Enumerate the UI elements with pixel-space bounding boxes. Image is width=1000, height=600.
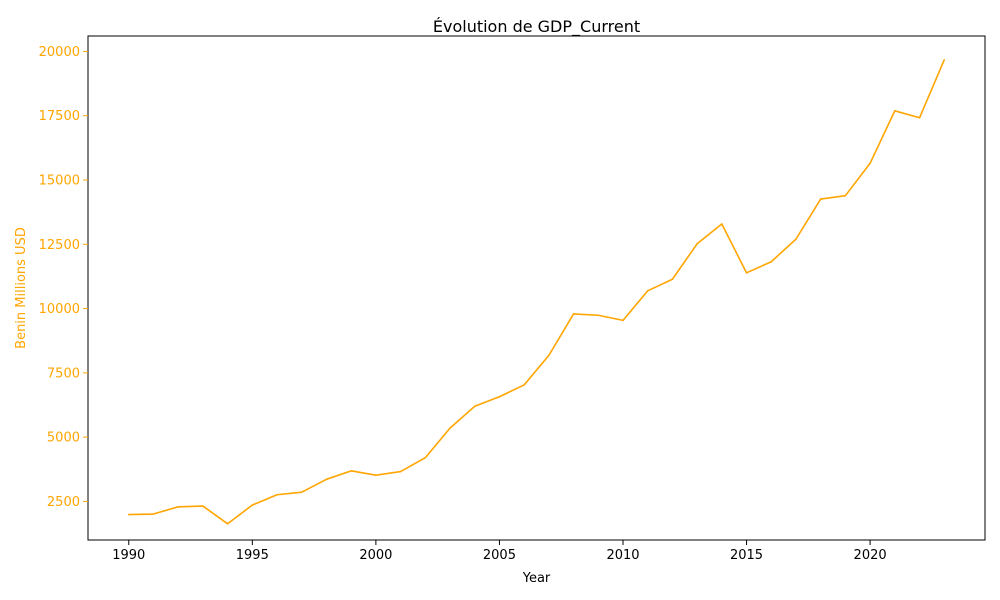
plot-area bbox=[87, 35, 986, 541]
data-point bbox=[375, 474, 377, 477]
x-tick-label: 2020 bbox=[854, 548, 887, 563]
x-tick-label: 2005 bbox=[483, 548, 516, 563]
x-tick-label: 2010 bbox=[606, 548, 639, 563]
data-point bbox=[918, 116, 921, 119]
y-tick-label: 20000 bbox=[39, 45, 80, 60]
x-tick-label: 2000 bbox=[359, 548, 392, 563]
x-axis-label: Year bbox=[522, 571, 551, 586]
y-axis-label: Benin Millions USD bbox=[14, 227, 29, 349]
data-point bbox=[202, 505, 204, 507]
data-point bbox=[523, 384, 525, 386]
y-tick-label: 7500 bbox=[47, 366, 80, 381]
data-point bbox=[894, 110, 896, 112]
data-point bbox=[251, 504, 254, 506]
x-tick-label: 2015 bbox=[730, 548, 763, 563]
y-tick-label: 2500 bbox=[47, 495, 80, 510]
y-tick-label: 17500 bbox=[39, 109, 80, 124]
data-point bbox=[325, 478, 328, 481]
data-point bbox=[770, 260, 773, 263]
data-point bbox=[597, 314, 600, 317]
data-point bbox=[152, 513, 155, 515]
data-point bbox=[473, 405, 476, 408]
x-tick-label: 1990 bbox=[112, 548, 145, 563]
series-layer bbox=[127, 59, 946, 525]
data-point bbox=[350, 470, 352, 472]
y-tick-label: 15000 bbox=[39, 174, 80, 189]
data-point bbox=[721, 223, 723, 225]
y-tick-label: 10000 bbox=[39, 302, 80, 317]
x-axis: 1990 1995 2000 2005 2010 2015 2020 bbox=[112, 540, 887, 563]
data-point bbox=[795, 238, 797, 240]
data-point bbox=[696, 242, 698, 245]
data-point bbox=[844, 194, 847, 197]
data-point bbox=[869, 162, 871, 165]
data-point bbox=[943, 59, 946, 61]
data-point bbox=[548, 354, 550, 357]
y-axis: 2500 5000 7500 10000 12500 15000 17500 20000 bbox=[39, 45, 88, 510]
y-tick-label: 5000 bbox=[47, 431, 80, 446]
data-point bbox=[745, 272, 748, 274]
series-line bbox=[128, 59, 945, 525]
data-point bbox=[300, 491, 303, 493]
data-point bbox=[276, 493, 278, 496]
data-point bbox=[572, 313, 575, 315]
data-point bbox=[424, 456, 427, 459]
data-point bbox=[622, 319, 624, 322]
data-point bbox=[127, 513, 130, 516]
x-tick-label: 1995 bbox=[236, 548, 269, 563]
data-point bbox=[671, 278, 674, 281]
data-point bbox=[226, 523, 229, 525]
data-point bbox=[819, 198, 822, 200]
data-point bbox=[498, 395, 501, 398]
data-point bbox=[399, 470, 402, 473]
data-point bbox=[646, 290, 649, 292]
data-point bbox=[449, 427, 451, 429]
chart-title: Évolution de GDP_Current bbox=[433, 17, 640, 37]
y-tick-label: 12500 bbox=[39, 238, 80, 253]
data-point bbox=[177, 506, 179, 508]
